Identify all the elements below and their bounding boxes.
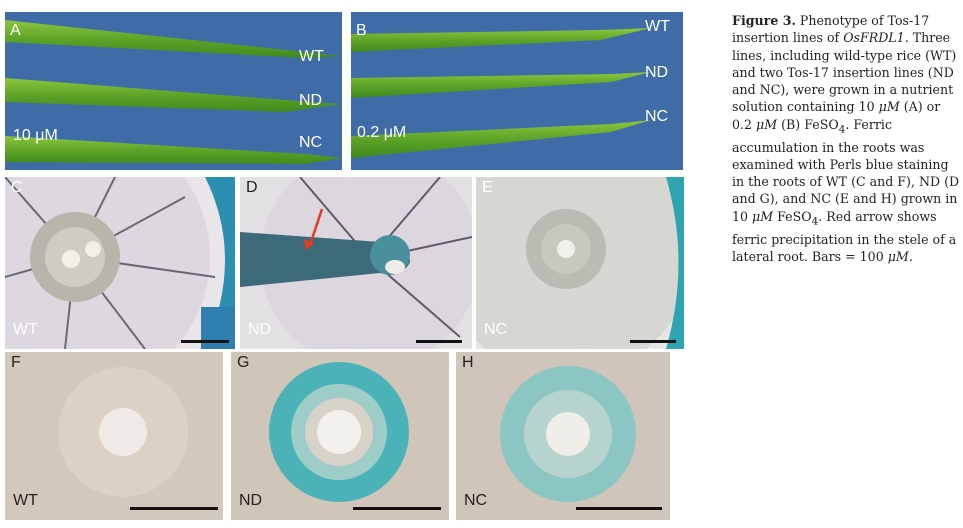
row-label-nd: ND <box>299 92 323 109</box>
leaves-image-a <box>5 20 342 164</box>
root-section-image-g <box>231 352 449 520</box>
line-label-f: WT <box>13 492 38 509</box>
leaves-image-b <box>351 28 651 158</box>
root-section-image-h <box>456 352 670 520</box>
row-label-wt: WT <box>299 48 324 65</box>
unit-1: μM <box>878 99 900 115</box>
concentration-label: 0.2 μM <box>357 124 407 141</box>
line-label-e: NC <box>484 321 508 338</box>
caption-text-7: . Red arrow shows ferric precipitation i… <box>732 208 957 264</box>
caption-text-1: Phenotype of Tos-17 insertion lines of <box>732 13 930 46</box>
panel-letter-e: E <box>482 179 493 196</box>
row-label-wt: WT <box>645 18 670 35</box>
panel-letter-g: G <box>237 354 250 371</box>
row-label-nc: NC <box>645 108 669 125</box>
line-label-d: ND <box>248 321 272 338</box>
panel-h: H NC <box>456 352 670 520</box>
scale-bar <box>181 340 229 343</box>
unit-4: μM <box>887 248 909 264</box>
line-label-h: NC <box>464 492 488 509</box>
scale-bar <box>630 340 676 343</box>
panel-d: D ND <box>240 177 472 349</box>
row-label-nc: NC <box>299 134 323 151</box>
subscript-2: 4 <box>811 215 819 228</box>
panel-letter-b: B <box>356 22 367 39</box>
panel-letter-h: H <box>462 354 474 371</box>
root-section-image-f <box>5 352 223 520</box>
panel-letter-a: A <box>10 22 21 39</box>
root-section-image-c <box>5 177 235 349</box>
caption-text-3: (A) or 0.2 <box>732 99 941 132</box>
concentration-label: 10 μM <box>13 127 58 144</box>
caption-text-4: (B) FeSO <box>777 116 839 132</box>
line-label-c: WT <box>13 321 38 338</box>
row-label-nd: ND <box>645 64 669 81</box>
caption-text-2: . Three lines, including wild-type rice … <box>732 30 957 115</box>
gene-name: OsFRDL1 <box>843 30 905 46</box>
scale-bar <box>353 507 441 510</box>
panel-letter-f: F <box>11 354 21 371</box>
panel-a: A WT ND NC 10 μM <box>5 12 342 170</box>
unit-3: μM <box>752 208 774 224</box>
figure-label: Figure 3. <box>732 13 796 28</box>
scale-bar <box>576 507 662 510</box>
root-section-image-e <box>476 177 684 349</box>
panel-c: C WT <box>5 177 235 349</box>
scale-bar <box>130 507 218 510</box>
figure-caption: Figure 3. Phenotype of Tos-17 insertion … <box>732 12 960 265</box>
panel-f: F WT <box>5 352 223 520</box>
panel-g: G ND <box>231 352 449 520</box>
caption-text-8: . <box>908 248 913 264</box>
caption-text-5: . Ferric accumulation in the roots was e… <box>732 116 960 224</box>
subscript-1: 4 <box>838 123 846 136</box>
panel-e: E NC <box>476 177 684 349</box>
root-section-image-d <box>240 177 472 349</box>
panel-letter-c: C <box>11 179 23 196</box>
panel-letter-d: D <box>246 179 258 196</box>
caption-text-6: FeSO <box>773 208 812 224</box>
panel-b: B WT ND NC 0.2 μM <box>351 12 683 170</box>
line-label-g: ND <box>239 492 263 509</box>
scale-bar <box>416 340 462 343</box>
unit-2: μM <box>756 116 778 132</box>
